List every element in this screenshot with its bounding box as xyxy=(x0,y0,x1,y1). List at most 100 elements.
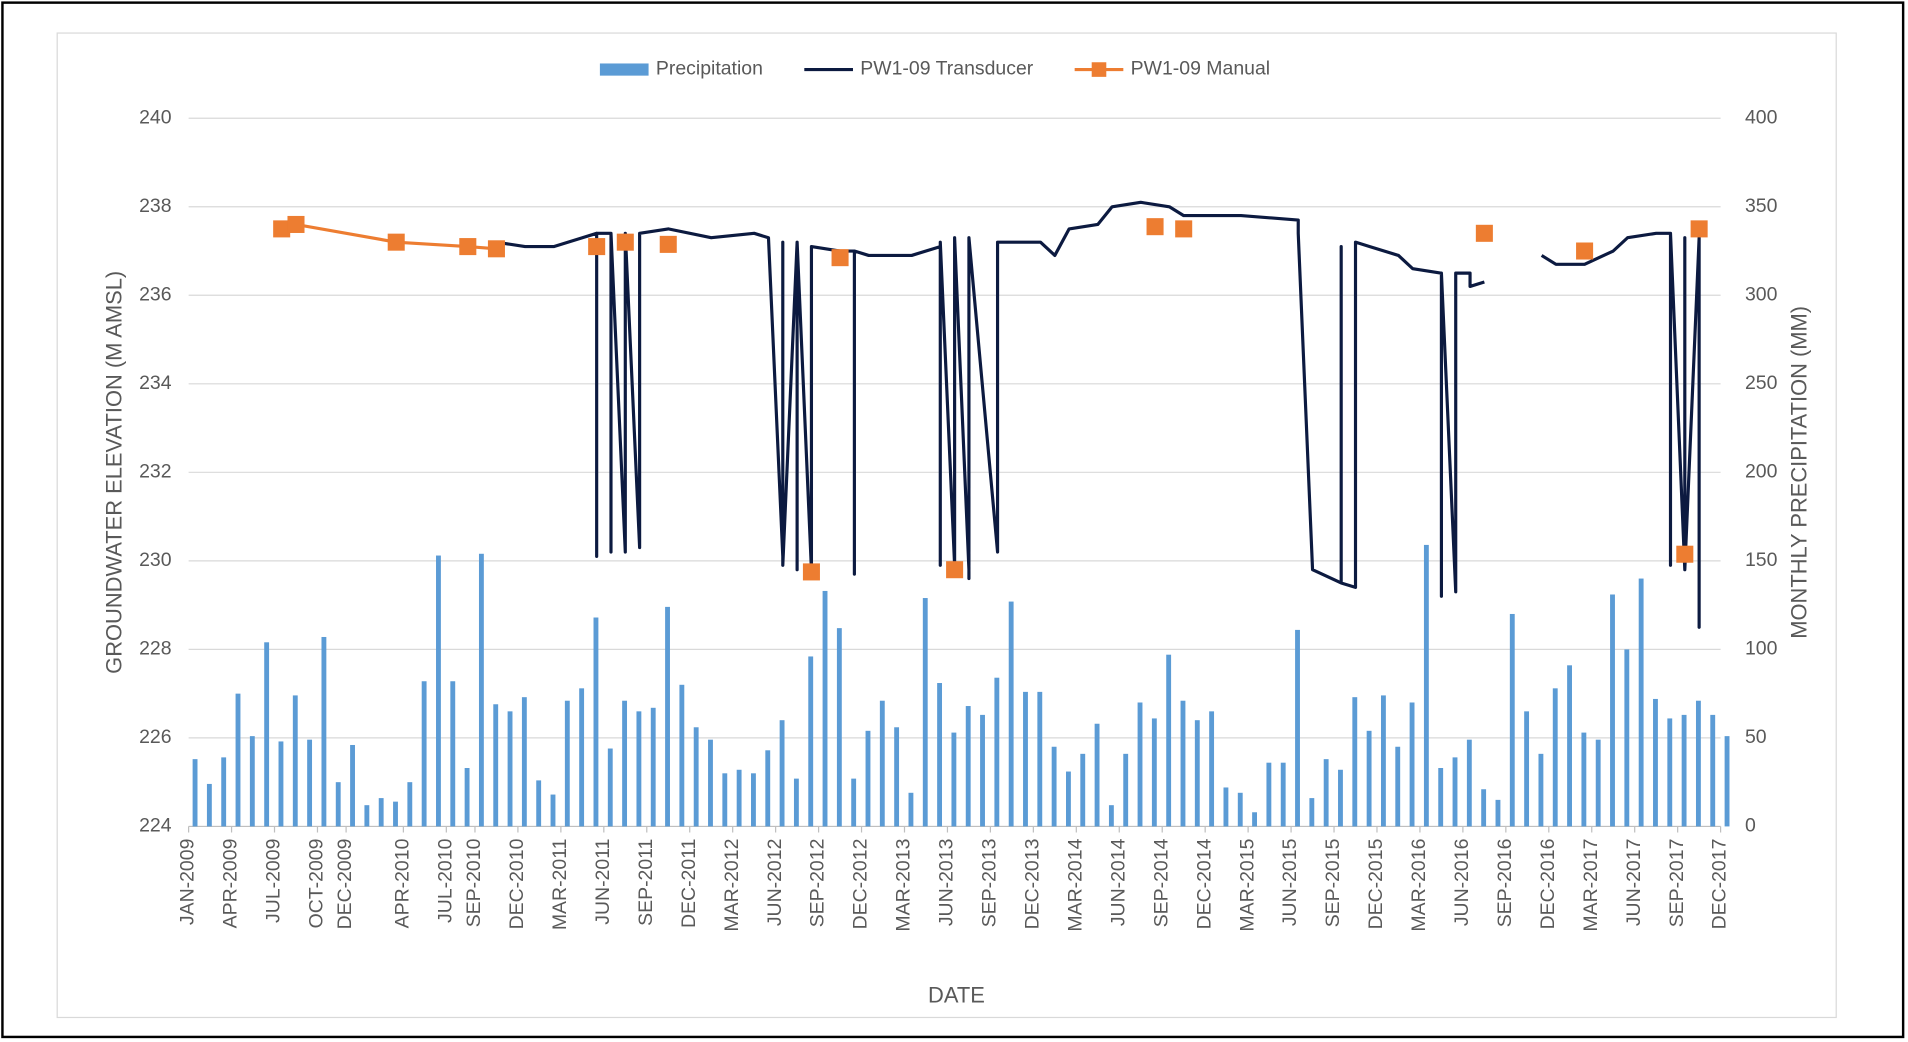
bar xyxy=(1667,718,1673,827)
marker xyxy=(487,240,505,258)
bar xyxy=(1123,753,1129,827)
x-tick-label: DEC-2016 xyxy=(1537,839,1559,930)
y2-tick-label: 100 xyxy=(1745,638,1778,660)
marker xyxy=(273,220,291,238)
bar xyxy=(1166,654,1172,827)
x-tick-label: APR-2009 xyxy=(220,839,242,929)
bar xyxy=(1309,798,1315,827)
marker xyxy=(1690,220,1708,238)
bar xyxy=(980,714,985,827)
x-tick-label: SEP-2015 xyxy=(1322,839,1344,928)
bar xyxy=(693,727,699,827)
bar xyxy=(1280,762,1286,827)
bar xyxy=(579,688,585,827)
bar xyxy=(1094,723,1100,827)
bar xyxy=(708,739,713,827)
bar xyxy=(822,590,828,827)
bar xyxy=(1423,544,1429,827)
bar xyxy=(1323,759,1329,827)
y-tick-label: 238 xyxy=(139,195,171,217)
bar xyxy=(1108,805,1114,827)
y2-tick-label: 50 xyxy=(1745,726,1767,748)
bar xyxy=(493,704,499,827)
x-tick-label: JUN-2015 xyxy=(1279,839,1301,927)
bar xyxy=(321,636,327,827)
bar xyxy=(1209,711,1215,827)
bar xyxy=(278,741,284,827)
marker xyxy=(831,249,849,267)
bar xyxy=(793,778,799,827)
bar xyxy=(364,805,370,827)
bar xyxy=(1037,691,1043,827)
bar xyxy=(1180,700,1186,827)
x-tick-label: MAR-2016 xyxy=(1408,839,1430,932)
bar xyxy=(1223,787,1229,827)
y-tick-label: 236 xyxy=(139,283,171,305)
bar xyxy=(894,727,900,827)
bar xyxy=(1023,691,1028,827)
bar xyxy=(1338,769,1343,827)
bar xyxy=(679,684,685,827)
y-axis-title: GROUNDWATER ELEVATION (M AMSL) xyxy=(101,271,126,674)
chart-area xyxy=(56,32,1837,1019)
x-tick-label: MAR-2012 xyxy=(721,839,743,932)
legend-label: PW1-09 Manual xyxy=(1131,58,1270,80)
x-tick-label: DEC-2010 xyxy=(506,838,528,929)
bar xyxy=(536,780,542,827)
marker xyxy=(1576,242,1594,260)
x-tick-label: MAR-2013 xyxy=(893,839,915,932)
bar xyxy=(464,767,470,827)
bar xyxy=(564,700,570,827)
bar xyxy=(1653,698,1658,827)
bar xyxy=(779,720,785,827)
bar xyxy=(965,706,971,827)
x-tick-label: JUN-2017 xyxy=(1623,839,1645,927)
bar xyxy=(1066,771,1071,827)
bar xyxy=(922,598,928,827)
y2-tick-label: 250 xyxy=(1745,372,1778,394)
bar xyxy=(1466,739,1472,827)
x-tick-label: JUL-2009 xyxy=(263,839,285,923)
bar xyxy=(851,778,857,827)
bar xyxy=(593,617,599,827)
bar xyxy=(1567,665,1572,827)
x-tick-label: JUN-2011 xyxy=(592,839,614,925)
legend-label: PW1-09 Transducer xyxy=(860,58,1034,80)
marker xyxy=(1175,220,1193,238)
bar xyxy=(1380,695,1386,827)
bar xyxy=(1438,767,1444,827)
bar xyxy=(1695,700,1701,827)
x-tick-label: MAR-2014 xyxy=(1064,838,1086,931)
x-tick-label: SEP-2011 xyxy=(635,839,657,926)
bar xyxy=(1409,702,1415,827)
bar xyxy=(335,782,341,827)
bar xyxy=(1395,746,1401,827)
x-tick-label: DEC-2017 xyxy=(1709,839,1731,930)
x-tick-label: SEP-2013 xyxy=(979,839,1001,928)
x-tick-label: SEP-2017 xyxy=(1666,839,1688,928)
x-tick-label: JUL-2010 xyxy=(434,838,456,923)
bar xyxy=(1366,730,1372,827)
bar xyxy=(1252,812,1257,827)
bar xyxy=(206,783,212,827)
bar xyxy=(1552,688,1558,827)
x-tick-label: SEP-2012 xyxy=(807,839,829,928)
x-tick-label: DEC-2011 xyxy=(678,839,700,928)
legend-swatch xyxy=(1091,62,1107,77)
y-tick-label: 226 xyxy=(139,726,171,748)
bar xyxy=(436,555,441,827)
bar xyxy=(994,677,1000,827)
y2-tick-label: 400 xyxy=(1745,106,1778,128)
bar xyxy=(1151,718,1157,827)
y-tick-label: 228 xyxy=(139,638,171,660)
bar xyxy=(1237,792,1243,827)
x-tick-label: JUN-2016 xyxy=(1451,839,1473,927)
bar xyxy=(1538,753,1544,827)
bar xyxy=(249,736,255,827)
y2-tick-label: 350 xyxy=(1745,195,1778,217)
bar xyxy=(1581,732,1587,827)
y2-tick-label: 300 xyxy=(1745,283,1778,305)
bar xyxy=(1681,714,1687,827)
x-tick-label: SEP-2010 xyxy=(463,838,485,927)
x-tick-label: JUN-2014 xyxy=(1107,838,1129,926)
